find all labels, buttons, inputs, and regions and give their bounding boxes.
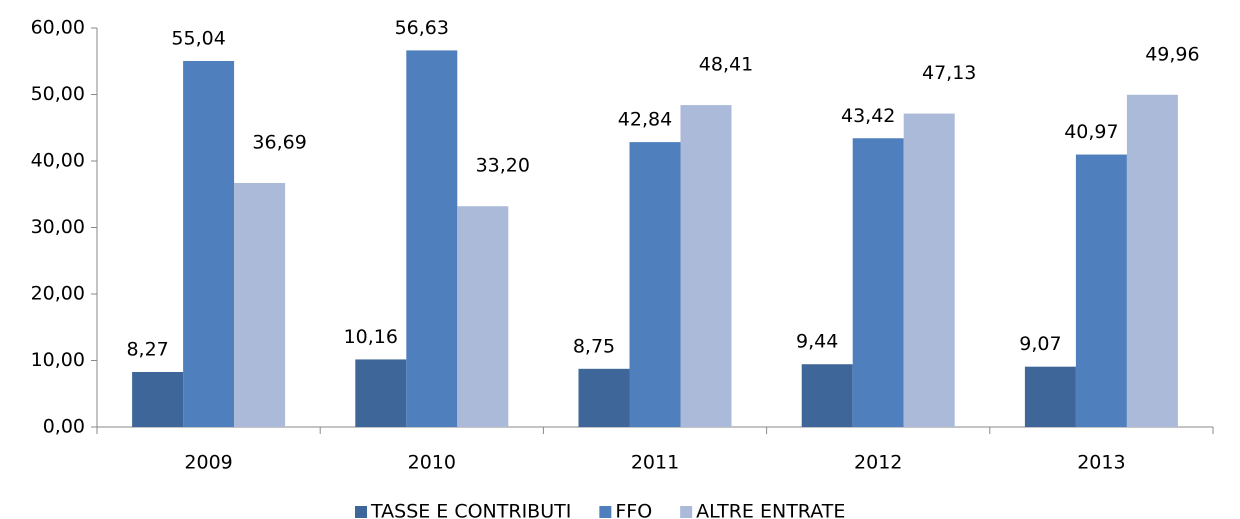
bar (903, 113, 955, 427)
bar (1024, 366, 1076, 427)
y-tick-label: 40,00 (31, 150, 85, 172)
bar (629, 142, 681, 427)
bar (457, 206, 509, 427)
y-tick-label: 60,00 (31, 17, 85, 39)
x-tick-label: 2013 (1077, 452, 1125, 474)
data-label: 55,04 (171, 27, 225, 49)
bar (183, 60, 235, 427)
y-tick-label: 10,00 (31, 349, 85, 371)
bar (578, 368, 630, 427)
data-label: 8,27 (126, 339, 168, 361)
data-label: 49,96 (1145, 43, 1199, 65)
bar (680, 105, 732, 428)
y-tick-label: 0,00 (43, 416, 85, 438)
bar (801, 364, 853, 427)
bar (132, 372, 184, 427)
data-label: 10,16 (344, 326, 398, 348)
data-label: 56,63 (395, 17, 449, 39)
data-label: 40,97 (1064, 121, 1118, 143)
x-tick-label: 2011 (631, 452, 679, 474)
legend-label: ALTRE ENTRATE (696, 501, 845, 519)
legend-label: TASSE E CONTRIBUTI (370, 501, 571, 519)
legend-swatch (355, 506, 367, 518)
data-label: 42,84 (618, 109, 672, 131)
bar (852, 138, 904, 427)
x-tick-label: 2009 (184, 452, 232, 474)
x-tick-label: 2010 (408, 452, 456, 474)
data-label: 48,41 (699, 54, 753, 76)
data-label: 8,75 (573, 335, 615, 357)
y-tick-label: 30,00 (31, 216, 85, 238)
bar (1126, 94, 1178, 428)
legend-swatch (680, 506, 693, 518)
data-label: 33,20 (476, 155, 530, 177)
y-tick-label: 20,00 (31, 283, 85, 305)
bar (1075, 154, 1127, 427)
y-tick-label: 50,00 (31, 83, 85, 105)
data-label: 9,44 (796, 331, 838, 353)
bar (355, 359, 407, 427)
x-tick-label: 2012 (854, 452, 902, 474)
bar (406, 50, 458, 428)
data-label: 47,13 (922, 62, 976, 84)
bar (234, 183, 286, 427)
data-label: 43,42 (841, 105, 895, 127)
data-label: 9,07 (1019, 333, 1061, 355)
data-label: 36,69 (252, 132, 306, 154)
legend-label: FFO (615, 501, 652, 519)
legend-swatch (599, 506, 612, 518)
